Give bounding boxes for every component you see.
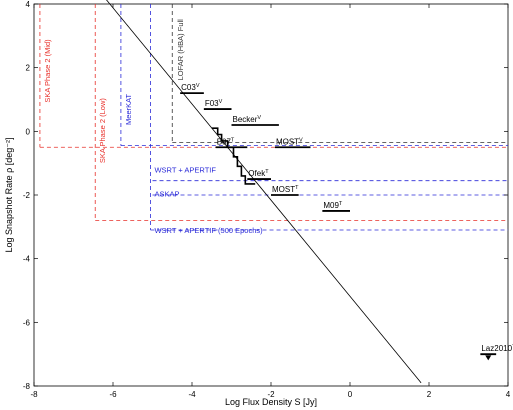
survey-point-label-4: MOSTV: [276, 137, 303, 146]
horizontal-label-1: ASKAP: [154, 190, 179, 199]
y-tick-label-2: -4: [23, 255, 31, 264]
survey-limit-label-1: SKA Phase 2 (Low): [98, 98, 107, 164]
survey-limit-label-2: MeerKAT: [124, 93, 133, 125]
survey-limit-label-3: WSRT + APERTIF (500 Epochs): [154, 226, 263, 235]
survey-limits: SKA Phase 2 (Mid) SKA Phase 2 (Low) MeerKA…: [39, 4, 508, 235]
y-tick-label-0: -8: [23, 382, 31, 391]
y-tick-label-4: 0: [26, 127, 31, 136]
y-tick-label-3: -2: [23, 191, 31, 200]
survey-point-label-6: MOSTT: [272, 185, 299, 194]
step-curve: [211, 127, 256, 185]
x-tick-label-1: -6: [109, 390, 117, 399]
y-tick-label-1: -6: [23, 318, 31, 327]
survey-point-label-7: M09T: [323, 201, 343, 210]
survey-limit-label-0: SKA Phase 2 (Mid): [43, 39, 52, 103]
x-tick-label-3: -2: [267, 390, 275, 399]
survey-point-label-3: B07T: [217, 137, 235, 146]
survey-point-label-1: F03V: [205, 99, 223, 108]
y-axis-label: Log Snapshot Rate ρ [deg⁻²]: [4, 138, 14, 253]
horizontal-label-0: WSRT + APERTIF: [154, 166, 216, 175]
y-axis: -8 -6 -4 -2 0 2 4: [23, 0, 508, 391]
y-tick-label-5: 2: [26, 64, 31, 73]
survey-point-label-8: Laz2010T: [481, 344, 513, 353]
x-axis: -8 -6 -4 -2 0 2 4: [30, 4, 511, 399]
laz2010-marker: [485, 355, 492, 361]
x-tick-label-6: 4: [506, 390, 511, 399]
x-tick-label-0: -8: [30, 390, 38, 399]
x-axis-label: Log Flux Density S [Jy]: [225, 397, 317, 407]
x-tick-label-2: -4: [188, 390, 196, 399]
step-layer: [211, 127, 256, 185]
y-tick-label-6: 4: [26, 0, 31, 9]
x-tick-label-5: 2: [427, 390, 432, 399]
x-tick-label-4: 0: [348, 390, 353, 399]
survey-point-label-0: C03V: [181, 83, 200, 92]
survey-limit-label-4: LOFAR (HBA) Full: [176, 19, 185, 81]
survey-point-label-2: BeckerV: [233, 115, 262, 124]
survey-point-label-5: OfekT: [248, 169, 269, 178]
